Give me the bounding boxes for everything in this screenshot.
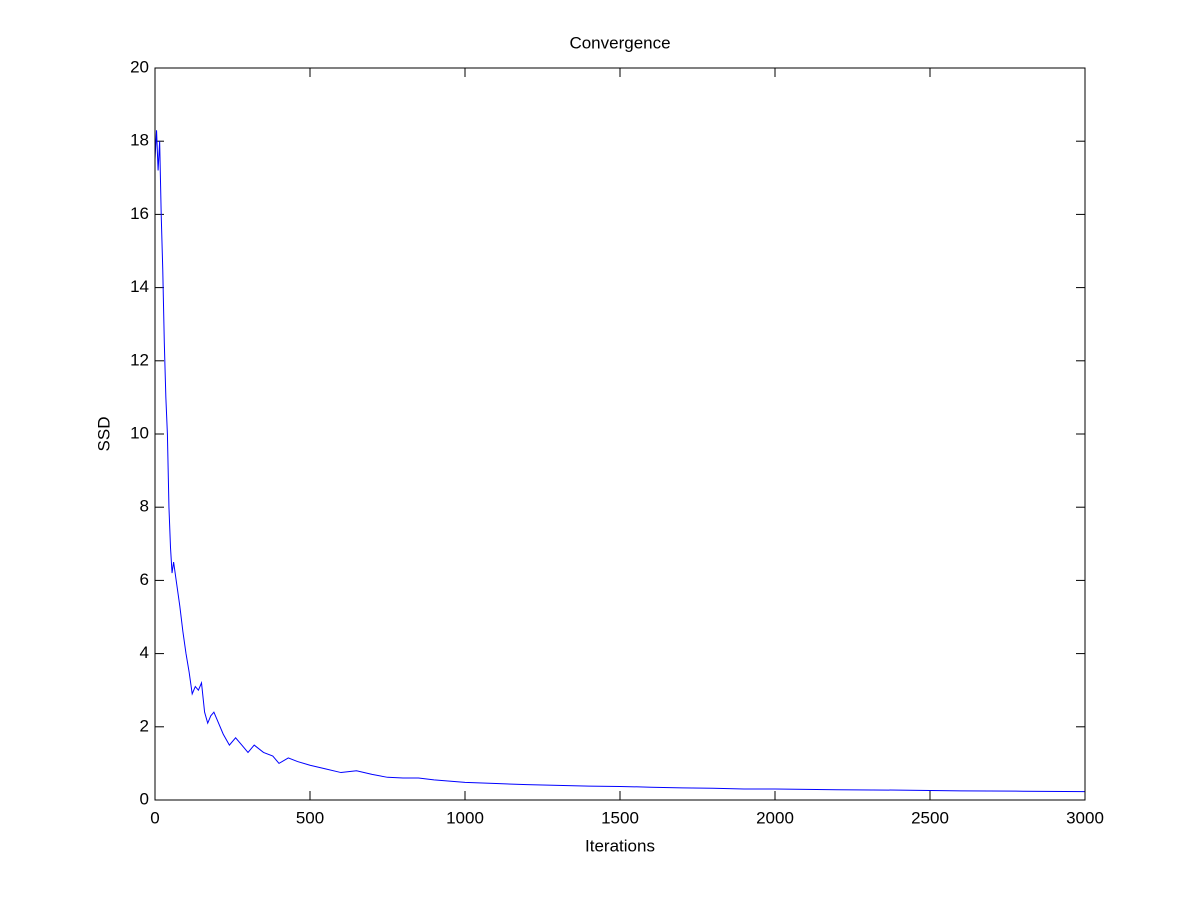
x-axis-label: Iterations bbox=[585, 836, 655, 855]
y-axis-label: SSD bbox=[94, 417, 113, 452]
x-tick-label: 2500 bbox=[911, 808, 949, 827]
x-tick-label: 3000 bbox=[1066, 808, 1104, 827]
y-tick-label: 16 bbox=[130, 204, 149, 223]
y-tick-label: 14 bbox=[130, 277, 149, 296]
y-tick-label: 18 bbox=[130, 131, 149, 150]
x-tick-label: 1500 bbox=[601, 808, 639, 827]
x-tick-label: 1000 bbox=[446, 808, 484, 827]
axes-box bbox=[154, 67, 1086, 801]
y-tick-label: 2 bbox=[140, 716, 149, 735]
x-tick-label: 0 bbox=[150, 808, 159, 827]
y-tick-label: 10 bbox=[130, 423, 149, 442]
x-tick-label: 2000 bbox=[756, 808, 794, 827]
x-tick-label: 500 bbox=[296, 808, 324, 827]
y-tick-label: 20 bbox=[130, 57, 149, 76]
y-tick-label: 8 bbox=[140, 497, 149, 516]
y-tick-label: 6 bbox=[140, 570, 149, 589]
y-tick-label: 0 bbox=[140, 789, 149, 808]
chart-title: Convergence bbox=[569, 33, 670, 52]
data-line bbox=[154, 130, 1086, 793]
y-tick-label: 4 bbox=[140, 643, 149, 662]
y-tick-label: 12 bbox=[130, 350, 149, 369]
